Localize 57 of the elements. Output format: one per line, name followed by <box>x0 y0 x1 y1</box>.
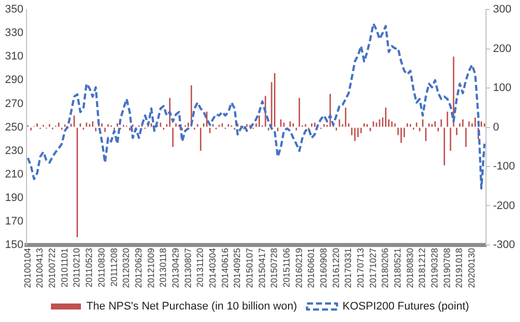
y-tick-label: 310 <box>4 50 24 63</box>
x-tick-label: 20160908 <box>318 248 329 288</box>
x-tick-label: 20180521 <box>392 248 403 288</box>
x-tick-label: 20110830 <box>96 248 106 288</box>
x-tick-label: 20131120 <box>195 248 206 288</box>
y-tick-label: 170 <box>4 215 24 228</box>
x-tick-label: 20140925 <box>232 248 242 288</box>
x-tick-label: 20140616 <box>220 248 230 288</box>
x-tick-label: 20110210 <box>72 248 82 288</box>
x-tick-label: 20160219 <box>294 248 304 288</box>
x-tick-label: 20100104 <box>22 248 32 288</box>
x-tick-label: 20130118 <box>158 248 168 288</box>
y-tick-label: 270 <box>4 98 24 110</box>
x-tick-label: 20150417 <box>256 248 267 288</box>
y-tick-label: 290 <box>4 74 24 86</box>
y2-tick-label: 300 <box>492 4 512 16</box>
x-tick-label: 20120320 <box>121 248 132 288</box>
y-tick-label: 150 <box>4 238 24 251</box>
y-tick-label: 250 <box>4 121 24 134</box>
x-tick-label: 20130807 <box>182 248 193 288</box>
x-tick-label: 20180830 <box>404 248 415 288</box>
x-tick-label: 20170713 <box>356 248 366 288</box>
y2-tick-label: -100 <box>492 160 516 173</box>
y-tick-label: 230 <box>4 144 24 157</box>
x-tick-label: 20111208 <box>108 248 119 287</box>
x-tick-label: 20191018 <box>454 248 464 288</box>
x-tick-label: 20151106 <box>282 248 292 288</box>
x-tick-label: 20100722 <box>47 248 58 288</box>
x-tick-label: 20160601 <box>306 248 316 288</box>
x-tick-label: 20121009 <box>146 248 156 288</box>
x-tick-label: 20170331 <box>343 248 354 288</box>
legend-label: KOSPI200 Futures (point) <box>342 300 470 313</box>
y-tick-label: 330 <box>4 27 24 40</box>
x-tick-label: 20150107 <box>244 248 254 288</box>
y-tick-label: 350 <box>4 4 24 16</box>
y-tick-label: 210 <box>4 168 24 180</box>
x-tick-label: 20180206 <box>380 248 390 288</box>
x-tick-label: 20130429 <box>170 248 180 288</box>
y2-tick-label: -300 <box>492 238 516 251</box>
legend-label: The NPS's Net Purchase (in 10 billion won) <box>86 300 298 313</box>
y2-tick-label: -200 <box>492 200 516 212</box>
x-tick-label: 20101101 <box>59 248 70 288</box>
x-tick-label: 20110523 <box>84 248 94 288</box>
x-tick-label: 20120629 <box>133 248 144 288</box>
x-tick-label: 20190708 <box>442 248 452 288</box>
y2-tick-label: 100 <box>492 82 512 94</box>
x-tick-label: 20140304 <box>207 248 218 288</box>
x-tick-label: 20181212 <box>417 248 428 288</box>
y2-tick-label: 0 <box>492 121 500 134</box>
x-tick-label: 20150728 <box>269 248 280 288</box>
x-tick-label: 20171027 <box>368 248 378 288</box>
x-tick-label: 20190328 <box>430 248 440 288</box>
x-tick-label: 20161220 <box>330 248 341 288</box>
x-tick-label: 20100413 <box>34 248 45 288</box>
y-tick-label: 190 <box>4 192 24 204</box>
y2-tick-label: 200 <box>492 42 512 55</box>
x-tick-label: 20200130 <box>466 248 477 288</box>
